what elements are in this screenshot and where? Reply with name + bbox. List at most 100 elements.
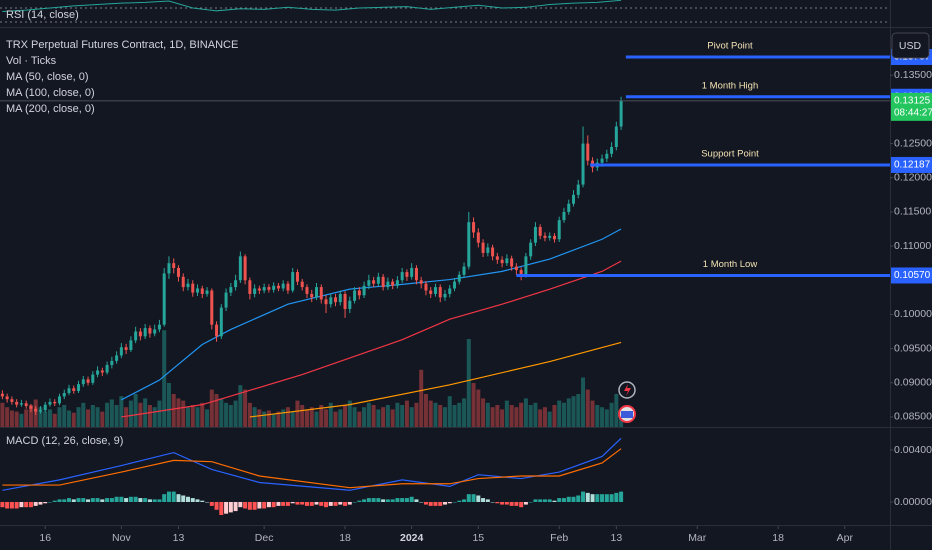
- volume-bar: [24, 409, 29, 427]
- candle-body: [319, 287, 323, 300]
- macd-histogram-bar: [67, 498, 72, 502]
- volume-bar: [128, 400, 133, 427]
- macd-histogram-bar: [95, 498, 100, 502]
- x-tick-label: Nov: [112, 532, 131, 544]
- volume-bar: [100, 411, 105, 427]
- y-tick-label: 0.12500: [894, 137, 932, 149]
- volume-bar: [43, 411, 48, 427]
- candle-body: [614, 126, 618, 147]
- volume-bar: [471, 383, 476, 427]
- candle-body: [524, 256, 528, 275]
- macd-histogram-bar: [133, 496, 138, 502]
- candle-body: [295, 272, 299, 282]
- ma-line: [249, 341, 622, 418]
- macd-histogram-bar: [347, 501, 352, 505]
- candle-body: [281, 283, 285, 289]
- volume-bar: [333, 411, 338, 427]
- y-tick-label: 0.12000: [894, 172, 932, 184]
- volume-bar: [433, 402, 438, 427]
- macd-histogram-bar: [262, 501, 267, 509]
- candle-body: [81, 379, 85, 385]
- volume-bar: [357, 411, 362, 427]
- macd-histogram-bar: [147, 499, 152, 502]
- candle-body: [376, 276, 380, 284]
- macd-histogram-bar: [81, 498, 86, 502]
- rsi-line: [2, 0, 622, 13]
- volume-bar: [552, 405, 557, 427]
- macd-histogram-bar: [257, 501, 262, 509]
- volume-bar: [576, 394, 581, 427]
- macd-histogram-bar: [381, 499, 386, 502]
- candle-body: [562, 211, 566, 221]
- volume-bar: [585, 389, 590, 427]
- level-label: Support Point: [701, 148, 759, 159]
- volume-bar: [228, 405, 233, 427]
- ma-legend: MA (50, close, 0): [6, 71, 89, 83]
- candle-body: [62, 393, 66, 397]
- currency-button[interactable]: [891, 32, 930, 59]
- macd-histogram-bar: [514, 501, 519, 506]
- volume-bar: [519, 402, 524, 427]
- macd-histogram-bar: [471, 494, 476, 502]
- macd-histogram-bar: [423, 501, 428, 505]
- candle-body: [229, 287, 233, 293]
- candle-body: [29, 406, 33, 409]
- macd-histogram-bar: [552, 500, 557, 502]
- volume-bar: [528, 405, 533, 427]
- volume-bar: [595, 405, 600, 427]
- volume-bar: [428, 400, 433, 427]
- macd-histogram-bar: [71, 499, 76, 502]
- candle-body: [248, 280, 252, 294]
- candle-body: [300, 281, 304, 288]
- candle-body: [38, 410, 42, 412]
- macd-histogram-bar: [438, 501, 443, 506]
- macd-histogram-bar: [271, 501, 276, 508]
- candle-body: [576, 184, 580, 195]
- price-pane: [0, 55, 890, 418]
- candle-body: [77, 384, 81, 391]
- level-price-label: 0.10570: [894, 270, 931, 281]
- candle-body: [438, 287, 442, 298]
- candle-body: [467, 222, 471, 267]
- macd-histogram-bar: [466, 494, 471, 502]
- candle-body: [486, 247, 490, 253]
- candle-body: [324, 299, 328, 305]
- macd-histogram-bar: [162, 494, 167, 502]
- volume-bar: [185, 407, 190, 427]
- volume-bar: [400, 405, 405, 427]
- volume-bar: [86, 409, 91, 427]
- volume-bar: [57, 407, 62, 427]
- candle-body: [67, 388, 71, 394]
- volume-bar: [547, 411, 552, 427]
- volume-bar: [504, 400, 509, 427]
- candle-body: [72, 388, 76, 391]
- volume-bar: [438, 405, 443, 427]
- macd-histogram-bar: [166, 491, 171, 502]
- candle-body: [15, 401, 19, 405]
- macd-histogram-bar: [371, 498, 376, 502]
- volume-bar: [319, 405, 324, 427]
- candle-body: [153, 329, 157, 334]
- candle-body: [105, 365, 109, 373]
- macd-histogram-bar: [205, 501, 210, 503]
- volume-bar: [304, 409, 309, 427]
- macd-histogram-bar: [247, 501, 252, 510]
- volume-bar: [452, 405, 457, 427]
- x-tick-label: Mar: [688, 532, 707, 544]
- macd-histogram-bar: [314, 501, 319, 505]
- candle-body: [272, 285, 276, 290]
- symbol-title: TRX Perpetual Futures Contract, 1D, BINA…: [6, 39, 238, 51]
- candle-body: [548, 235, 552, 238]
- candle-body: [362, 285, 366, 296]
- y-tick-label: 0.09500: [894, 342, 932, 354]
- macd-histogram-bar: [338, 501, 343, 505]
- macd-histogram-bar: [333, 501, 338, 506]
- volume-bar: [343, 405, 348, 427]
- candle-body: [529, 242, 533, 257]
- macd-histogram-bar: [119, 496, 124, 502]
- candle-body: [433, 287, 437, 294]
- volume-bar: [143, 398, 148, 427]
- candle-body: [505, 258, 509, 264]
- volume-bar: [147, 405, 152, 427]
- volume-bar: [395, 402, 400, 427]
